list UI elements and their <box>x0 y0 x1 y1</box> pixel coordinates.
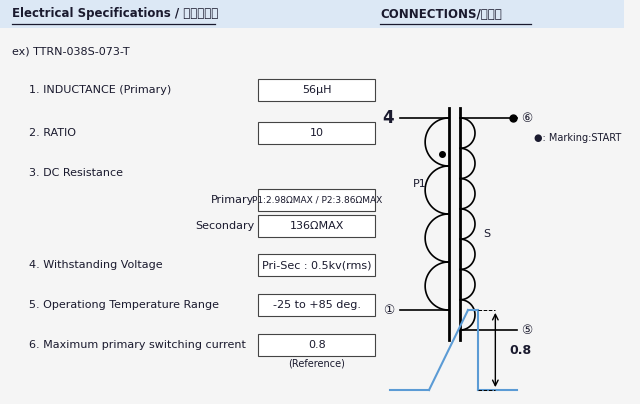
Text: S: S <box>483 229 490 239</box>
Text: Pri-Sec : 0.5kv(rms): Pri-Sec : 0.5kv(rms) <box>262 260 372 270</box>
Text: Secondary: Secondary <box>195 221 255 231</box>
Text: 0.8: 0.8 <box>308 340 326 350</box>
Text: ●: Marking:START: ●: Marking:START <box>534 133 621 143</box>
Text: Primary: Primary <box>211 195 255 205</box>
Text: 5. Operationg Temperature Range: 5. Operationg Temperature Range <box>29 300 220 310</box>
Bar <box>259 79 376 101</box>
Text: (Reference): (Reference) <box>289 359 346 369</box>
Bar <box>259 122 376 144</box>
Text: 4. Withstanding Voltage: 4. Withstanding Voltage <box>29 260 163 270</box>
Text: 136ΩMAX: 136ΩMAX <box>290 221 344 231</box>
Text: 6. Maximum primary switching current: 6. Maximum primary switching current <box>29 340 246 350</box>
Bar <box>259 215 376 237</box>
Bar <box>259 294 376 316</box>
Text: ⑥: ⑥ <box>521 112 532 124</box>
Text: 2. RATIO: 2. RATIO <box>29 128 76 138</box>
Text: ⑤: ⑤ <box>521 324 532 337</box>
Bar <box>0 0 624 28</box>
Text: ex) TTRN-038S-073-T: ex) TTRN-038S-073-T <box>12 47 129 57</box>
Bar <box>259 334 376 356</box>
Text: Electrical Specifications / 電気的仕様: Electrical Specifications / 電気的仕様 <box>12 8 218 21</box>
Text: -25 to +85 deg.: -25 to +85 deg. <box>273 300 361 310</box>
Text: P1: P1 <box>412 179 426 189</box>
Text: 0.8: 0.8 <box>509 343 531 356</box>
Text: 4: 4 <box>382 109 394 127</box>
Bar <box>259 189 376 211</box>
Text: CONNECTIONS/接続図: CONNECTIONS/接続図 <box>380 8 502 21</box>
Text: 10: 10 <box>310 128 324 138</box>
Text: 56μH: 56μH <box>302 85 332 95</box>
Text: 1. INDUCTANCE (Primary): 1. INDUCTANCE (Primary) <box>29 85 172 95</box>
Text: 3. DC Resistance: 3. DC Resistance <box>29 168 124 178</box>
Text: P1:2.98ΩMAX / P2:3.86ΩMAX: P1:2.98ΩMAX / P2:3.86ΩMAX <box>252 196 382 204</box>
Text: ①: ① <box>383 303 394 316</box>
Bar <box>259 254 376 276</box>
